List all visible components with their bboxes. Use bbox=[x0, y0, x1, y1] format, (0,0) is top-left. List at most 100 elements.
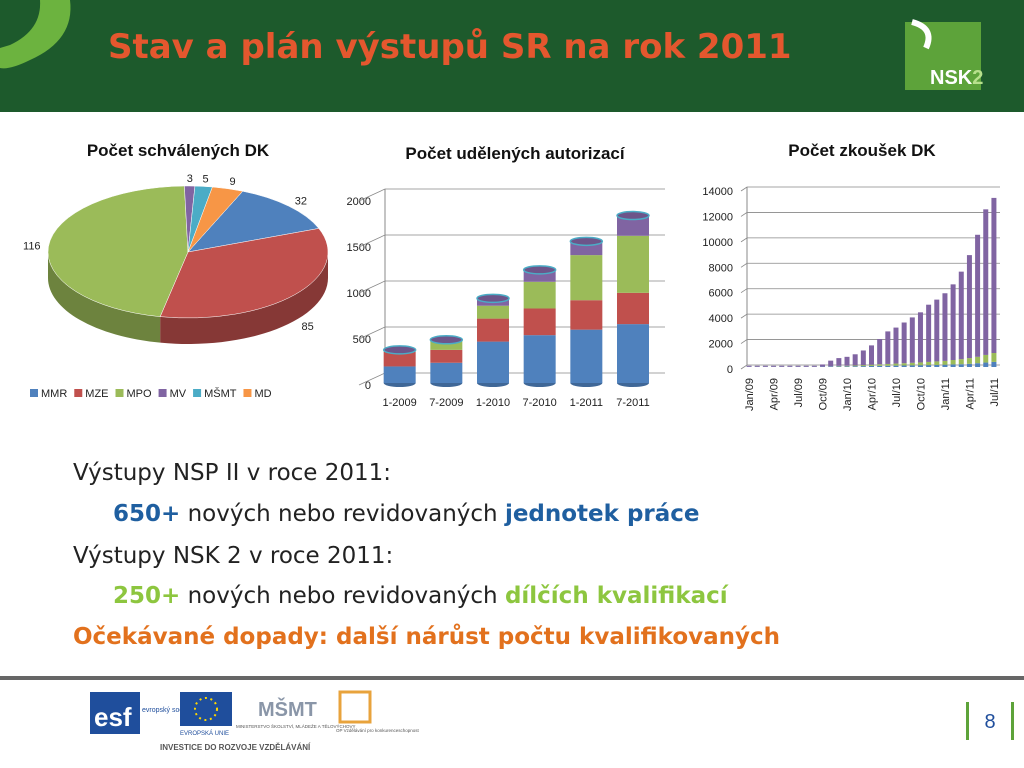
y-tick-label: 0 bbox=[365, 380, 371, 392]
bar-segment bbox=[983, 209, 989, 355]
pie-slice bbox=[47, 185, 189, 317]
highlight-text: dílčích kvalifikací bbox=[505, 583, 729, 609]
legend-swatch bbox=[74, 389, 83, 397]
y-tick-label: 500 bbox=[353, 334, 371, 346]
x-tick-label: Apr/10 bbox=[867, 378, 879, 410]
legend-label: MMR bbox=[41, 388, 67, 400]
data-label: 116 bbox=[23, 241, 41, 253]
pie-slice bbox=[187, 190, 320, 253]
bar-segment bbox=[617, 215, 649, 236]
grid-line bbox=[740, 262, 1000, 268]
body-line: Výstupy NSK 2 v roce 2011: bbox=[73, 543, 393, 569]
bar-segment bbox=[885, 363, 891, 366]
y-tick-label: 10000 bbox=[702, 237, 733, 249]
bar-segment bbox=[617, 235, 649, 293]
bar-segment bbox=[909, 365, 915, 367]
bar-segment bbox=[836, 365, 842, 367]
x-tick-label: Jul/10 bbox=[891, 378, 903, 407]
bar-segment bbox=[523, 269, 556, 282]
bar-segment bbox=[430, 349, 463, 363]
bar-segment bbox=[430, 362, 463, 383]
bar-segment bbox=[811, 365, 817, 367]
bar-cap bbox=[382, 345, 417, 355]
bar-segment bbox=[787, 365, 793, 367]
body-line: 650+ nových nebo revidovaných jednotek p… bbox=[113, 501, 700, 527]
bar-segment bbox=[958, 364, 964, 367]
bar-segment bbox=[926, 304, 932, 362]
highlight-text: jednotek práce bbox=[504, 501, 700, 527]
bar-segment bbox=[852, 366, 858, 367]
bar-segment bbox=[746, 365, 752, 367]
y-tick-label: 8000 bbox=[709, 262, 733, 274]
body-line: Výstupy NSP II v roce 2011: bbox=[73, 460, 391, 486]
y-tick-label: 4000 bbox=[709, 313, 733, 325]
body-line: 250+ nových nebo revidovaných dílčích kv… bbox=[113, 583, 729, 609]
eu-text: EVROPSKÁ UNIE bbox=[180, 730, 229, 737]
bar-segment bbox=[844, 356, 850, 366]
bar-segment bbox=[975, 234, 981, 357]
bar-segment bbox=[991, 197, 997, 354]
page-number: 8 bbox=[984, 711, 995, 733]
msmt-text: MINISTERSTVO ŠKOLSTVÍ, MLÁDEŽE A TĚLOVÝC… bbox=[236, 722, 355, 729]
grid-line bbox=[740, 186, 1000, 192]
bar-segment bbox=[909, 317, 915, 363]
charts: Počet schválených DK 32 85 116 3 5 9 MMR MZE MPO M… bbox=[23, 141, 1001, 411]
bar-segment bbox=[926, 365, 932, 367]
legend-label: MZE bbox=[85, 388, 108, 400]
bar-segment bbox=[869, 365, 874, 367]
bar-cap bbox=[616, 210, 650, 221]
bar-segment bbox=[950, 284, 956, 361]
bar-segment bbox=[523, 335, 556, 383]
bar-segment bbox=[893, 365, 899, 367]
x-tick-label: Jan/09 bbox=[744, 378, 756, 411]
legend-label: MPO bbox=[127, 388, 153, 400]
bar-segment bbox=[917, 362, 923, 366]
bar-segment bbox=[860, 365, 866, 367]
pie-slice bbox=[187, 186, 244, 253]
logo-main: NSK bbox=[930, 67, 973, 89]
bar-segment bbox=[771, 365, 777, 367]
page-bar bbox=[966, 702, 969, 740]
grid-line bbox=[740, 237, 1000, 243]
y-tick-label: 2000 bbox=[709, 339, 733, 351]
legend-label: MD bbox=[254, 388, 271, 400]
x-tick-label: 1-2010 bbox=[476, 397, 510, 409]
x-tick-label: Jan/11 bbox=[940, 378, 952, 410]
bar-segment bbox=[958, 359, 964, 365]
footer-rule bbox=[0, 676, 1024, 680]
bar-segment bbox=[762, 365, 768, 367]
bar-segment bbox=[754, 365, 760, 367]
data-label: 9 bbox=[230, 176, 236, 188]
highlight-number: 250+ bbox=[113, 583, 180, 609]
bar-segment bbox=[383, 366, 416, 383]
data-label: 85 bbox=[301, 321, 313, 333]
slide-title: Stav a plán výstupů SR na rok 2011 bbox=[108, 27, 792, 67]
op-text: OP Vzdělávání pro konkurenceschopnost bbox=[336, 728, 419, 733]
bar-segment bbox=[917, 312, 923, 363]
y-tick-label: 12000 bbox=[702, 211, 733, 223]
op-logo bbox=[338, 690, 372, 724]
x-tick-label: Oct/10 bbox=[915, 378, 927, 410]
logo-curve bbox=[911, 19, 932, 50]
bar-segment bbox=[885, 365, 891, 367]
bar-segment bbox=[958, 271, 964, 360]
bar-segment bbox=[966, 255, 972, 359]
bar-cap bbox=[429, 335, 464, 345]
bar-segment bbox=[893, 363, 899, 366]
bar-segment bbox=[836, 366, 842, 367]
bar-segment bbox=[820, 364, 826, 367]
logo-num: 2 bbox=[972, 67, 983, 89]
bar-segment bbox=[934, 361, 940, 365]
bar-segment bbox=[617, 324, 649, 383]
investice-text: INVESTICE DO ROZVOJE VZDĚLÁVÁNÍ bbox=[160, 743, 311, 752]
eu-stars bbox=[194, 697, 218, 721]
bar-cap bbox=[522, 265, 557, 275]
y-tick-label: 1500 bbox=[347, 242, 371, 254]
y-tick-label: 6000 bbox=[709, 288, 733, 300]
x-tick-label: Apr/11 bbox=[964, 378, 976, 410]
legend-label: MV bbox=[170, 388, 187, 400]
bar-segment bbox=[901, 365, 907, 367]
bar-segment bbox=[828, 366, 834, 367]
x-tick-label: Apr/09 bbox=[769, 378, 781, 410]
bar-segment bbox=[893, 327, 899, 364]
